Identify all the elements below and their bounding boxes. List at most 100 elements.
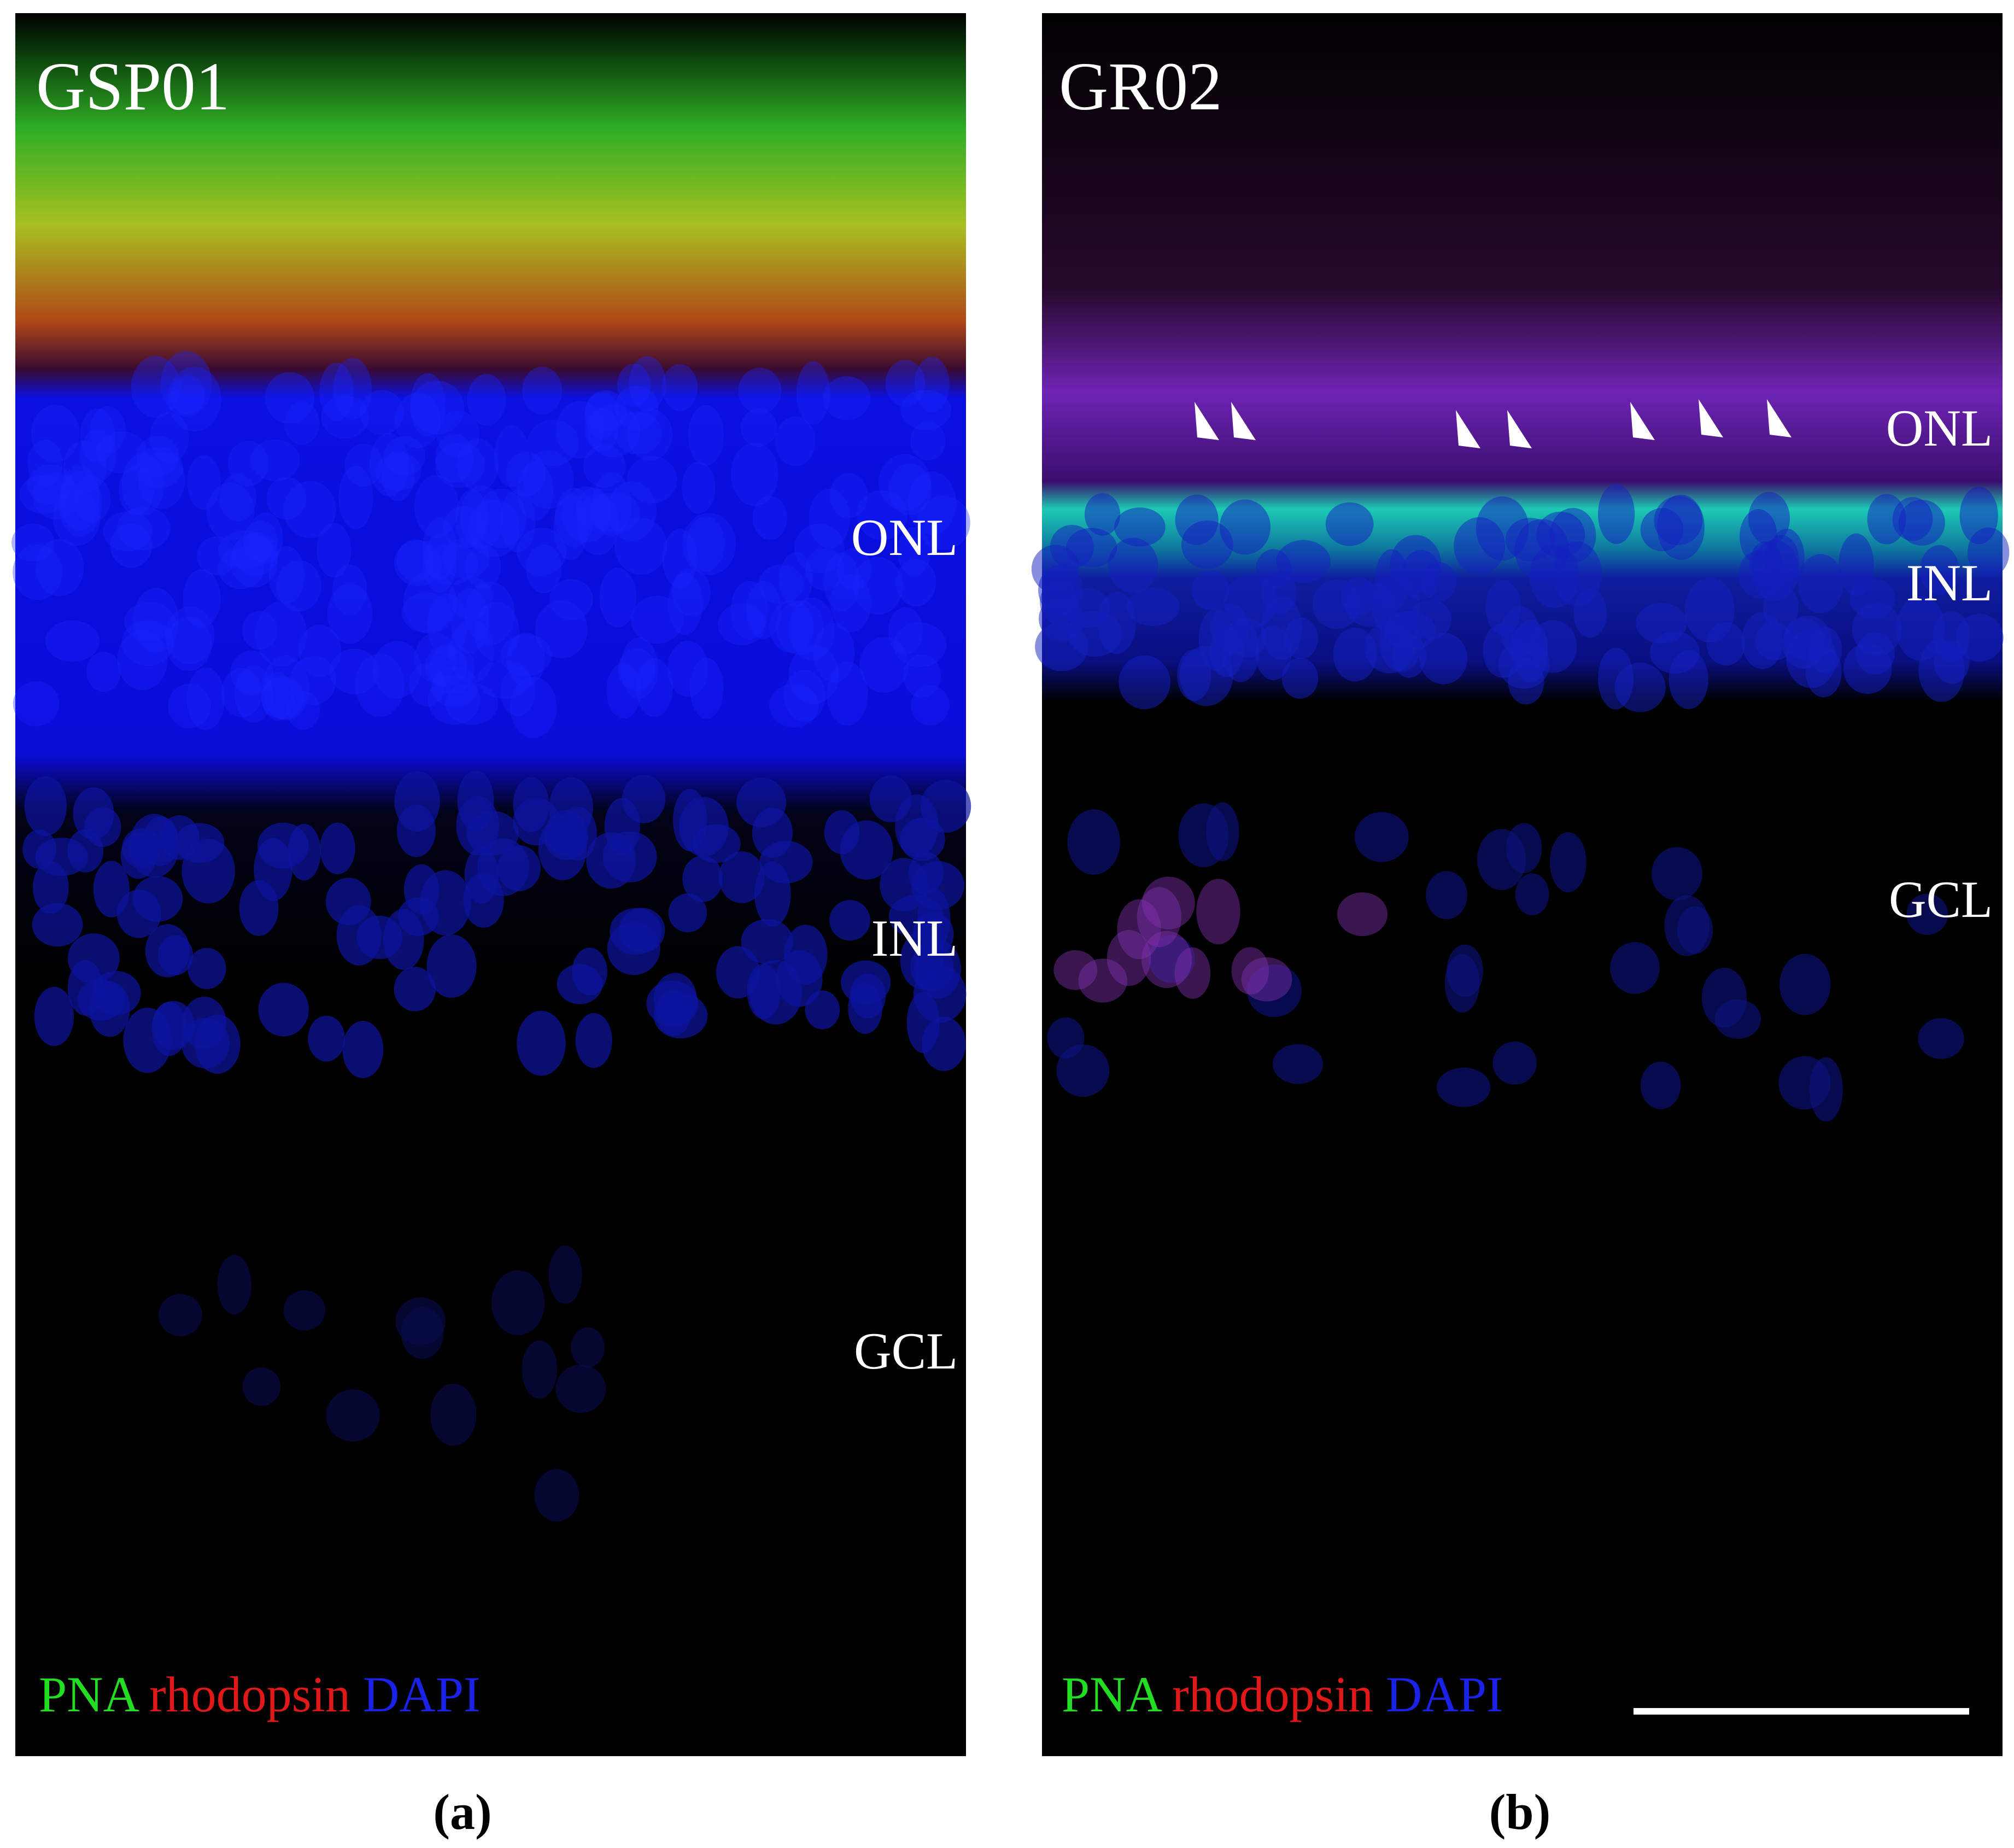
- nucleus: [248, 512, 283, 564]
- nucleus: [425, 543, 478, 585]
- nucleus: [752, 808, 793, 858]
- nucleus: [517, 461, 554, 521]
- nucleus: [548, 777, 593, 838]
- nucleus: [73, 787, 114, 840]
- nucleus: [80, 429, 116, 482]
- nucleus: [1084, 493, 1121, 536]
- nucleus: [752, 495, 788, 540]
- nucleus: [27, 440, 63, 487]
- nucleus: [1899, 499, 1945, 546]
- nucleus: [431, 667, 479, 707]
- layer-label: ONL: [851, 508, 958, 566]
- nucleus: [31, 405, 80, 463]
- nucleus: [369, 432, 409, 496]
- nucleus: [165, 606, 215, 664]
- nucleus: [857, 490, 908, 540]
- nucleus: [1798, 554, 1843, 613]
- nucleus: [414, 475, 459, 538]
- nucleus: [1515, 873, 1549, 916]
- nucleus: [410, 373, 446, 437]
- nucleus: [326, 1389, 380, 1442]
- nucleus: [1420, 562, 1457, 601]
- nucleus: [1956, 613, 2004, 662]
- panel-a: GSP01 ONL INL GCL PNA rhodopsin DAPI (a): [11, 13, 971, 1840]
- nucleus: [86, 651, 121, 692]
- nucleus: [384, 436, 426, 476]
- nucleus: [1119, 655, 1170, 710]
- nucleus: [119, 465, 154, 516]
- nucleus: [123, 1008, 172, 1073]
- nuclei: [11, 350, 971, 1522]
- nucleus: [59, 465, 100, 531]
- nucleus: [688, 405, 724, 466]
- nucleus: [788, 645, 839, 704]
- nucleus: [261, 672, 295, 721]
- nucleus: [1779, 954, 1831, 1015]
- nucleus: [572, 948, 607, 996]
- nucleus: [776, 600, 824, 656]
- nucleus: [1426, 871, 1467, 920]
- nucleus: [395, 392, 441, 449]
- nucleus: [286, 691, 320, 730]
- nucleus: [584, 392, 619, 439]
- nucleus: [911, 685, 950, 726]
- nucleus: [606, 663, 641, 719]
- nucleus: [730, 442, 778, 506]
- nucleus: [1514, 519, 1570, 581]
- nucleus: [1918, 1018, 1964, 1059]
- nucleus: [414, 633, 458, 683]
- nucleus: [435, 433, 473, 483]
- nucleus: [646, 980, 699, 1027]
- nucleus: [73, 476, 111, 523]
- nucleus: [556, 401, 604, 459]
- nucleus: [888, 607, 923, 654]
- nucleus: [869, 775, 912, 822]
- nucleus: [497, 845, 541, 891]
- nucleus: [789, 597, 835, 661]
- nucleus: [117, 630, 168, 691]
- nucleus: [35, 838, 88, 876]
- nucleus: [344, 443, 383, 487]
- nucleus: [121, 620, 174, 666]
- nucleus: [1114, 507, 1166, 547]
- layer-label: GCL: [854, 1322, 958, 1380]
- nucleus: [457, 438, 499, 492]
- nucleus: [149, 412, 189, 464]
- nucleus: [233, 531, 279, 576]
- nucleus: [1597, 484, 1635, 545]
- nucleus: [627, 408, 673, 460]
- nucleus: [617, 364, 651, 407]
- panel-b: GR02 ONL INL GCL PNA rhodopsin DAPI (b): [1031, 13, 2010, 1840]
- nucleus: [1654, 496, 1703, 545]
- nucleus: [604, 798, 640, 855]
- nucleus: [775, 416, 816, 466]
- nucleus: [859, 637, 909, 693]
- nucleus: [308, 1015, 346, 1062]
- nucleus: [319, 362, 354, 422]
- nucleus: [738, 367, 782, 414]
- layer-label: INL: [1906, 554, 1993, 612]
- nucleus: [168, 683, 211, 729]
- nucleus: [829, 900, 870, 941]
- arrowheads: [1195, 399, 1791, 448]
- nucleus: [425, 646, 467, 687]
- nucleus: [900, 390, 952, 430]
- nucleus: [1782, 618, 1826, 669]
- nucleus: [555, 1364, 606, 1413]
- nucleus: [298, 624, 342, 677]
- nucleus: [491, 1270, 545, 1335]
- nucleus: [627, 455, 677, 504]
- nucleus: [266, 477, 307, 520]
- nucleus: [805, 990, 840, 1030]
- nucleus: [1492, 1041, 1537, 1085]
- nucleus: [1614, 662, 1666, 712]
- nucleus: [1284, 617, 1318, 659]
- nucleus: [1247, 964, 1302, 1017]
- legend-item: DAPI: [1386, 1666, 1503, 1722]
- nucleus: [135, 447, 183, 488]
- nucleus: [517, 528, 567, 576]
- nucleus: [235, 665, 273, 723]
- nucleus: [897, 527, 931, 576]
- nucleus: [517, 1010, 566, 1076]
- nucleus: [741, 919, 793, 964]
